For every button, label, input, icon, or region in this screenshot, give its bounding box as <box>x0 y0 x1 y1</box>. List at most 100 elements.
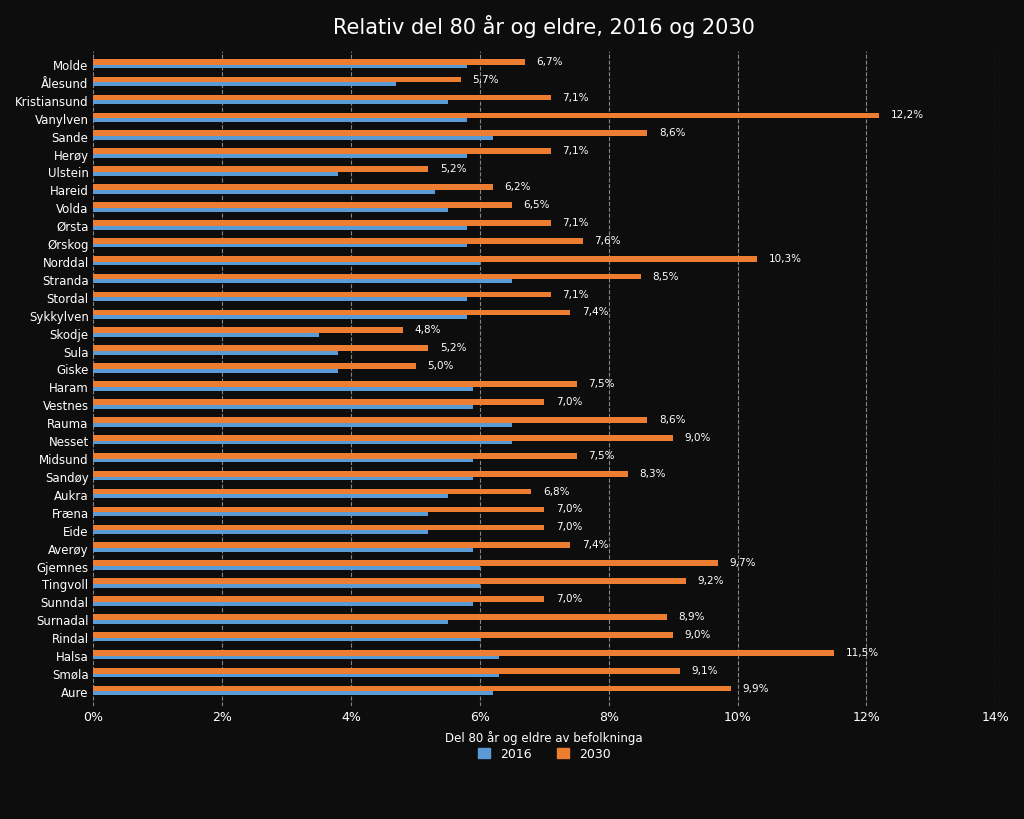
Text: 11,5%: 11,5% <box>846 648 879 658</box>
Bar <box>93 596 545 602</box>
Bar <box>93 564 480 570</box>
Bar <box>93 112 880 118</box>
Bar <box>93 296 467 301</box>
Bar <box>93 224 467 229</box>
Bar <box>93 474 473 480</box>
Bar <box>93 256 757 261</box>
Bar <box>93 435 673 441</box>
Bar <box>93 471 628 477</box>
Text: 4,8%: 4,8% <box>415 325 440 335</box>
Bar <box>93 453 577 459</box>
Bar <box>93 95 551 101</box>
Text: 9,0%: 9,0% <box>685 432 711 443</box>
Bar <box>93 618 447 623</box>
Bar <box>93 489 531 495</box>
Text: 7,5%: 7,5% <box>588 450 614 461</box>
Bar <box>93 134 493 140</box>
Bar <box>93 381 577 387</box>
Text: 9,9%: 9,9% <box>742 684 769 694</box>
Bar <box>93 528 428 534</box>
Bar <box>93 367 338 373</box>
Bar <box>93 636 480 641</box>
Bar <box>93 507 545 513</box>
Bar <box>93 690 493 695</box>
Bar <box>93 152 467 158</box>
Text: 7,1%: 7,1% <box>562 147 589 156</box>
Text: 7,1%: 7,1% <box>562 218 589 228</box>
Bar <box>93 439 512 445</box>
Text: 7,4%: 7,4% <box>582 307 608 318</box>
Bar <box>93 130 647 136</box>
Bar <box>93 614 667 620</box>
Bar <box>93 260 480 265</box>
Bar <box>93 403 473 409</box>
Legend: 2016, 2030: 2016, 2030 <box>473 743 616 766</box>
X-axis label: Del 80 år og eldre av befolkninga: Del 80 år og eldre av befolkninga <box>445 731 643 745</box>
Bar <box>93 600 473 606</box>
Text: 5,2%: 5,2% <box>440 343 467 353</box>
Bar <box>93 672 500 677</box>
Bar <box>93 292 551 297</box>
Bar <box>93 62 467 68</box>
Text: 6,5%: 6,5% <box>523 200 550 210</box>
Bar <box>93 116 467 122</box>
Text: 12,2%: 12,2% <box>891 111 924 120</box>
Bar <box>93 242 467 247</box>
Bar <box>93 399 545 405</box>
Bar <box>93 654 500 659</box>
Bar <box>93 98 447 104</box>
Bar <box>93 632 673 638</box>
Bar <box>93 77 461 83</box>
Text: 7,5%: 7,5% <box>588 379 614 389</box>
Bar <box>93 578 686 584</box>
Bar <box>93 349 338 355</box>
Bar <box>93 202 512 208</box>
Bar <box>93 148 551 154</box>
Bar <box>93 274 641 279</box>
Bar <box>93 686 731 691</box>
Text: 6,8%: 6,8% <box>543 486 569 496</box>
Bar <box>93 385 473 391</box>
Bar <box>93 510 428 516</box>
Text: 6,2%: 6,2% <box>505 182 530 192</box>
Bar <box>93 206 447 211</box>
Text: 9,0%: 9,0% <box>685 630 711 640</box>
Bar <box>93 314 467 319</box>
Bar <box>93 80 396 86</box>
Bar <box>93 170 338 176</box>
Text: 9,7%: 9,7% <box>730 559 757 568</box>
Text: 6,7%: 6,7% <box>537 57 563 66</box>
Text: 5,2%: 5,2% <box>440 164 467 174</box>
Bar <box>93 492 447 498</box>
Bar <box>93 667 680 673</box>
Text: 7,4%: 7,4% <box>582 541 608 550</box>
Bar <box>93 188 435 193</box>
Text: 7,1%: 7,1% <box>562 290 589 300</box>
Text: 8,3%: 8,3% <box>640 468 667 478</box>
Text: 5,0%: 5,0% <box>427 361 454 371</box>
Bar <box>93 184 493 190</box>
Bar <box>93 542 570 548</box>
Bar <box>93 421 512 427</box>
Text: 9,2%: 9,2% <box>697 576 724 586</box>
Text: 9,1%: 9,1% <box>691 666 718 676</box>
Bar <box>93 457 473 463</box>
Text: 7,0%: 7,0% <box>556 505 583 514</box>
Text: 10,3%: 10,3% <box>768 254 802 264</box>
Bar <box>93 328 402 333</box>
Bar <box>93 238 583 244</box>
Bar <box>93 278 512 283</box>
Bar <box>93 166 428 172</box>
Text: 7,0%: 7,0% <box>556 594 583 604</box>
Title: Relativ del 80 år og eldre, 2016 og 2030: Relativ del 80 år og eldre, 2016 og 2030 <box>334 15 756 38</box>
Text: 8,6%: 8,6% <box>658 129 685 138</box>
Bar <box>93 524 545 530</box>
Text: 8,5%: 8,5% <box>652 272 679 282</box>
Text: 7,6%: 7,6% <box>595 236 621 246</box>
Text: 8,6%: 8,6% <box>658 415 685 425</box>
Bar <box>93 582 480 588</box>
Text: 7,0%: 7,0% <box>556 397 583 407</box>
Text: 7,1%: 7,1% <box>562 93 589 102</box>
Bar <box>93 59 525 65</box>
Bar <box>93 220 551 226</box>
